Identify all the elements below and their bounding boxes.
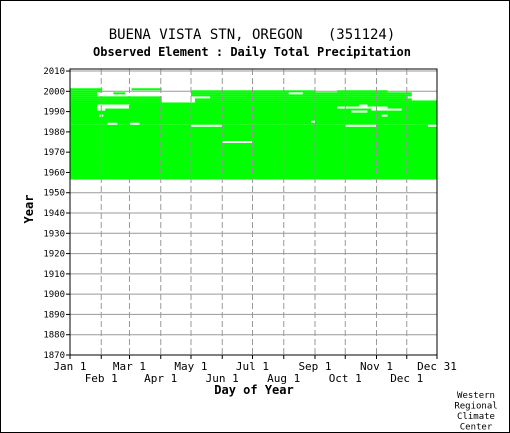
y-axis-ticks: 1870 1880 1890 1900 1910 1920 1930 1940 1950 1960… bbox=[43, 67, 70, 361]
data-coverage-bar bbox=[70, 92, 98, 95]
data-gap bbox=[310, 120, 316, 123]
credit-line: Regional bbox=[454, 402, 497, 412]
y-tick-label: 1880 bbox=[43, 331, 65, 341]
y-tick-label: 1920 bbox=[43, 250, 65, 260]
data-gap bbox=[345, 124, 377, 127]
x-tick-label: Sep 1 bbox=[298, 360, 331, 373]
x-tick-label: Jan 1 bbox=[53, 360, 86, 373]
y-tick-label: 1960 bbox=[43, 168, 65, 178]
data-gap bbox=[222, 141, 253, 144]
data-gap bbox=[381, 114, 388, 117]
y-tick-label: 1940 bbox=[43, 209, 65, 219]
data-coverage-bar bbox=[70, 100, 162, 103]
data-gap bbox=[351, 110, 368, 113]
data-coverage-bar bbox=[70, 94, 98, 97]
chart-subtitle: Observed Element : Daily Total Precipita… bbox=[93, 45, 411, 59]
data-coverage-bar bbox=[70, 88, 103, 91]
data-gap bbox=[107, 122, 118, 125]
data-coverage-bar bbox=[113, 92, 126, 95]
y-tick-label: 2010 bbox=[43, 67, 65, 77]
data-coverage-bar bbox=[195, 100, 437, 103]
y-tick-label: 2000 bbox=[43, 87, 65, 97]
y-tick-label: 1910 bbox=[43, 270, 65, 280]
y-tick-label: 1990 bbox=[43, 108, 65, 118]
x-tick-label: Jun 1 bbox=[206, 372, 239, 385]
x-tick-label: Apr 1 bbox=[144, 372, 177, 385]
data-coverage-bar bbox=[131, 88, 162, 91]
data-gap bbox=[371, 108, 402, 111]
data-coverage-bar bbox=[190, 94, 412, 97]
data-coverage-bar bbox=[70, 124, 437, 178]
x-tick-label: Dec 31 bbox=[417, 360, 457, 373]
data-coverage-bar bbox=[210, 96, 408, 99]
data-coverage-bar bbox=[302, 92, 412, 95]
data-coverage-bar bbox=[70, 90, 103, 93]
data-coverage-bar bbox=[190, 92, 289, 95]
data-coverage-layer bbox=[70, 88, 437, 180]
credit-line: Center bbox=[460, 423, 493, 433]
chart-title: BUENA VISTA STN, OREGON (351124) bbox=[109, 27, 396, 43]
data-coverage-bar bbox=[70, 98, 162, 101]
vertical-grid-lines bbox=[69, 68, 438, 356]
credit-line: Western bbox=[457, 391, 495, 401]
data-gap bbox=[97, 104, 130, 107]
x-tick-label: Nov 1 bbox=[360, 360, 393, 373]
data-coverage-bar bbox=[195, 98, 412, 101]
y-tick-label: 1930 bbox=[43, 229, 65, 239]
data-gap bbox=[129, 122, 140, 125]
x-axis-label: Day of Year bbox=[214, 383, 293, 397]
data-coverage-bar bbox=[337, 90, 388, 93]
y-axis-label: Year bbox=[22, 195, 36, 224]
y-tick-label: 1980 bbox=[43, 128, 65, 138]
x-tick-label: Dec 1 bbox=[390, 372, 423, 385]
x-tick-label: Jul 1 bbox=[236, 360, 269, 373]
data-gap bbox=[359, 104, 368, 107]
data-gap bbox=[337, 106, 388, 109]
plot-border bbox=[69, 68, 438, 356]
x-axis-ticks: Jan 1 Mar 1 May 1 Jul 1 Sep 1 Nov 1 Dec 31 Feb … bbox=[53, 355, 457, 385]
x-tick-label: Mar 1 bbox=[113, 360, 146, 373]
data-coverage-bar bbox=[190, 90, 316, 93]
x-tick-label: May 1 bbox=[174, 360, 207, 373]
data-coverage-bar bbox=[285, 177, 437, 180]
credit-line: Climate bbox=[457, 412, 495, 422]
data-coverage-bar bbox=[70, 96, 162, 99]
y-tick-label: 1970 bbox=[43, 148, 65, 158]
data-gap bbox=[190, 124, 223, 127]
data-gap bbox=[427, 124, 437, 127]
y-tick-label: 1900 bbox=[43, 290, 65, 300]
x-tick-label: Aug 1 bbox=[267, 372, 300, 385]
y-tick-label: 1870 bbox=[43, 351, 65, 361]
y-tick-label: 1950 bbox=[43, 189, 65, 199]
x-tick-label: Oct 1 bbox=[329, 372, 362, 385]
x-tick-label: Feb 1 bbox=[85, 372, 118, 385]
data-gap bbox=[97, 106, 130, 109]
data-coverage-bar bbox=[70, 177, 286, 180]
y-tick-label: 1890 bbox=[43, 310, 65, 320]
